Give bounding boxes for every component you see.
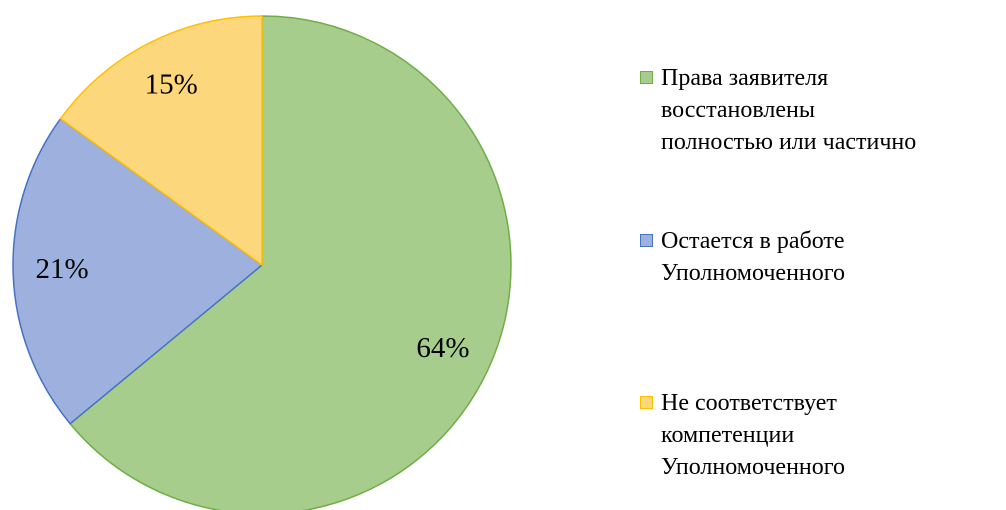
pie-slice	[69, 15, 512, 510]
legend-entry: Остается в работе Уполномоченного	[640, 225, 845, 289]
legend-entry: Права заявителя восстановлены полностью …	[640, 62, 916, 158]
pie-slice	[12, 117, 264, 425]
legend-swatch	[640, 396, 653, 409]
legend-label: Остается в работе Уполномоченного	[661, 228, 845, 286]
data-label: 64%	[416, 332, 469, 364]
legend-swatch	[640, 71, 653, 84]
legend-swatch	[640, 234, 653, 247]
data-label: 15%	[145, 68, 198, 100]
data-label: 21%	[36, 253, 89, 285]
legend-entry: Не соответствует компетенции Уполномочен…	[640, 387, 845, 483]
legend-label: Не соответствует компетенции Уполномочен…	[661, 390, 845, 480]
pie-slice	[59, 15, 263, 267]
legend-label: Права заявителя восстановлены полностью …	[661, 65, 917, 155]
